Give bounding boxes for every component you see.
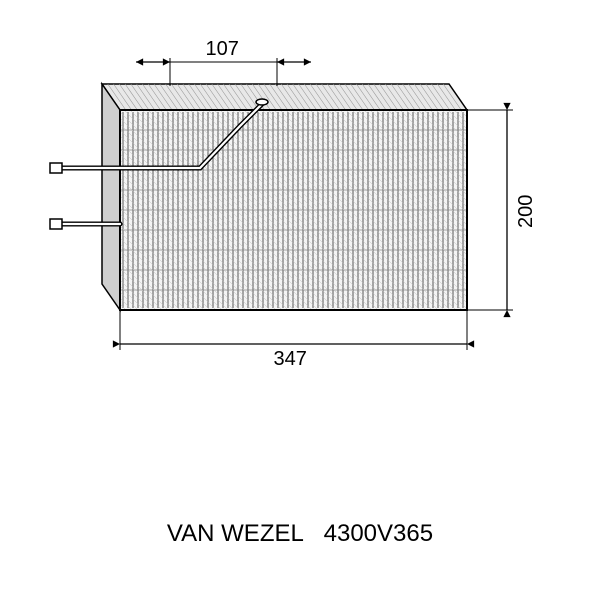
dim-right-height: 200 xyxy=(515,195,538,228)
dim-top-inner: 107 xyxy=(206,38,239,61)
evaporator-diagram xyxy=(0,0,600,600)
part-number: 4300V365 xyxy=(324,520,433,547)
dim-bottom-width: 347 xyxy=(274,348,307,371)
brand-name: VAN WEZEL xyxy=(167,520,303,547)
